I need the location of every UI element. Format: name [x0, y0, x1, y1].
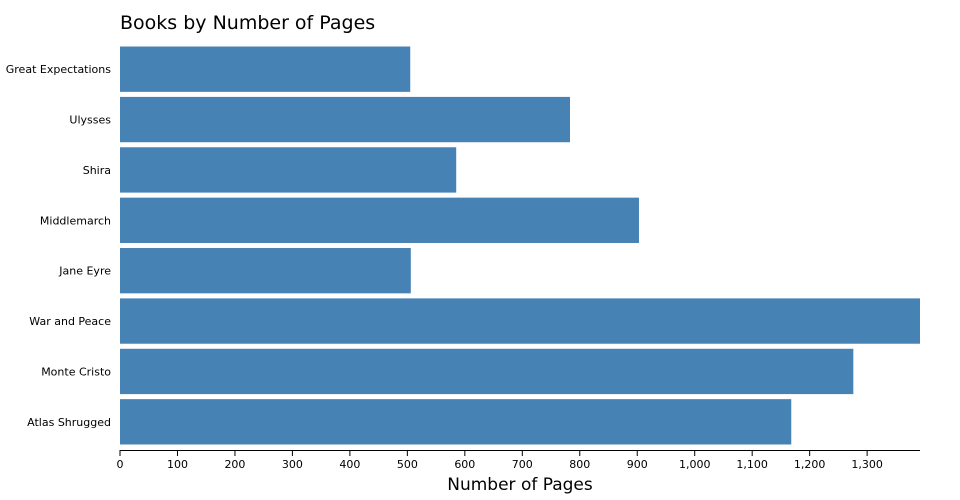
x-tick-label: 700 — [512, 458, 533, 471]
bar — [120, 248, 411, 294]
x-tick-label: 0 — [117, 458, 124, 471]
y-tick-label: Atlas Shrugged — [27, 416, 111, 429]
y-tick-label: Middlemarch — [40, 214, 111, 227]
bar — [120, 399, 792, 445]
x-tick-label: 300 — [282, 458, 303, 471]
y-tick-label: Shira — [83, 164, 111, 177]
bar — [120, 298, 920, 344]
x-tick-label: 1,300 — [851, 458, 883, 471]
x-tick-label: 100 — [167, 458, 188, 471]
y-tick-label: Great Expectations — [6, 63, 112, 76]
x-tick-label: 200 — [224, 458, 245, 471]
x-tick-label: 1,200 — [794, 458, 826, 471]
chart-title: Books by Number of Pages — [120, 12, 375, 34]
bar — [120, 96, 570, 143]
x-tick-label: 800 — [569, 458, 590, 471]
y-tick-label: Ulysses — [69, 114, 111, 127]
x-axis-label: Number of Pages — [447, 475, 593, 495]
bar — [120, 46, 411, 92]
bar — [120, 348, 854, 395]
x-tick-label: 400 — [339, 458, 360, 471]
x-tick-label: 600 — [454, 458, 475, 471]
y-tick-label: War and Peace — [29, 315, 111, 328]
x-tick-label: 1,000 — [679, 458, 711, 471]
y-tick-label: Monte Cristo — [41, 365, 111, 378]
x-tick-label: 500 — [397, 458, 418, 471]
bar — [120, 147, 457, 193]
bar — [120, 197, 639, 243]
x-tick-label: 900 — [627, 458, 648, 471]
x-tick-label: 1,100 — [736, 458, 768, 471]
y-tick-label: Jane Eyre — [58, 265, 111, 278]
